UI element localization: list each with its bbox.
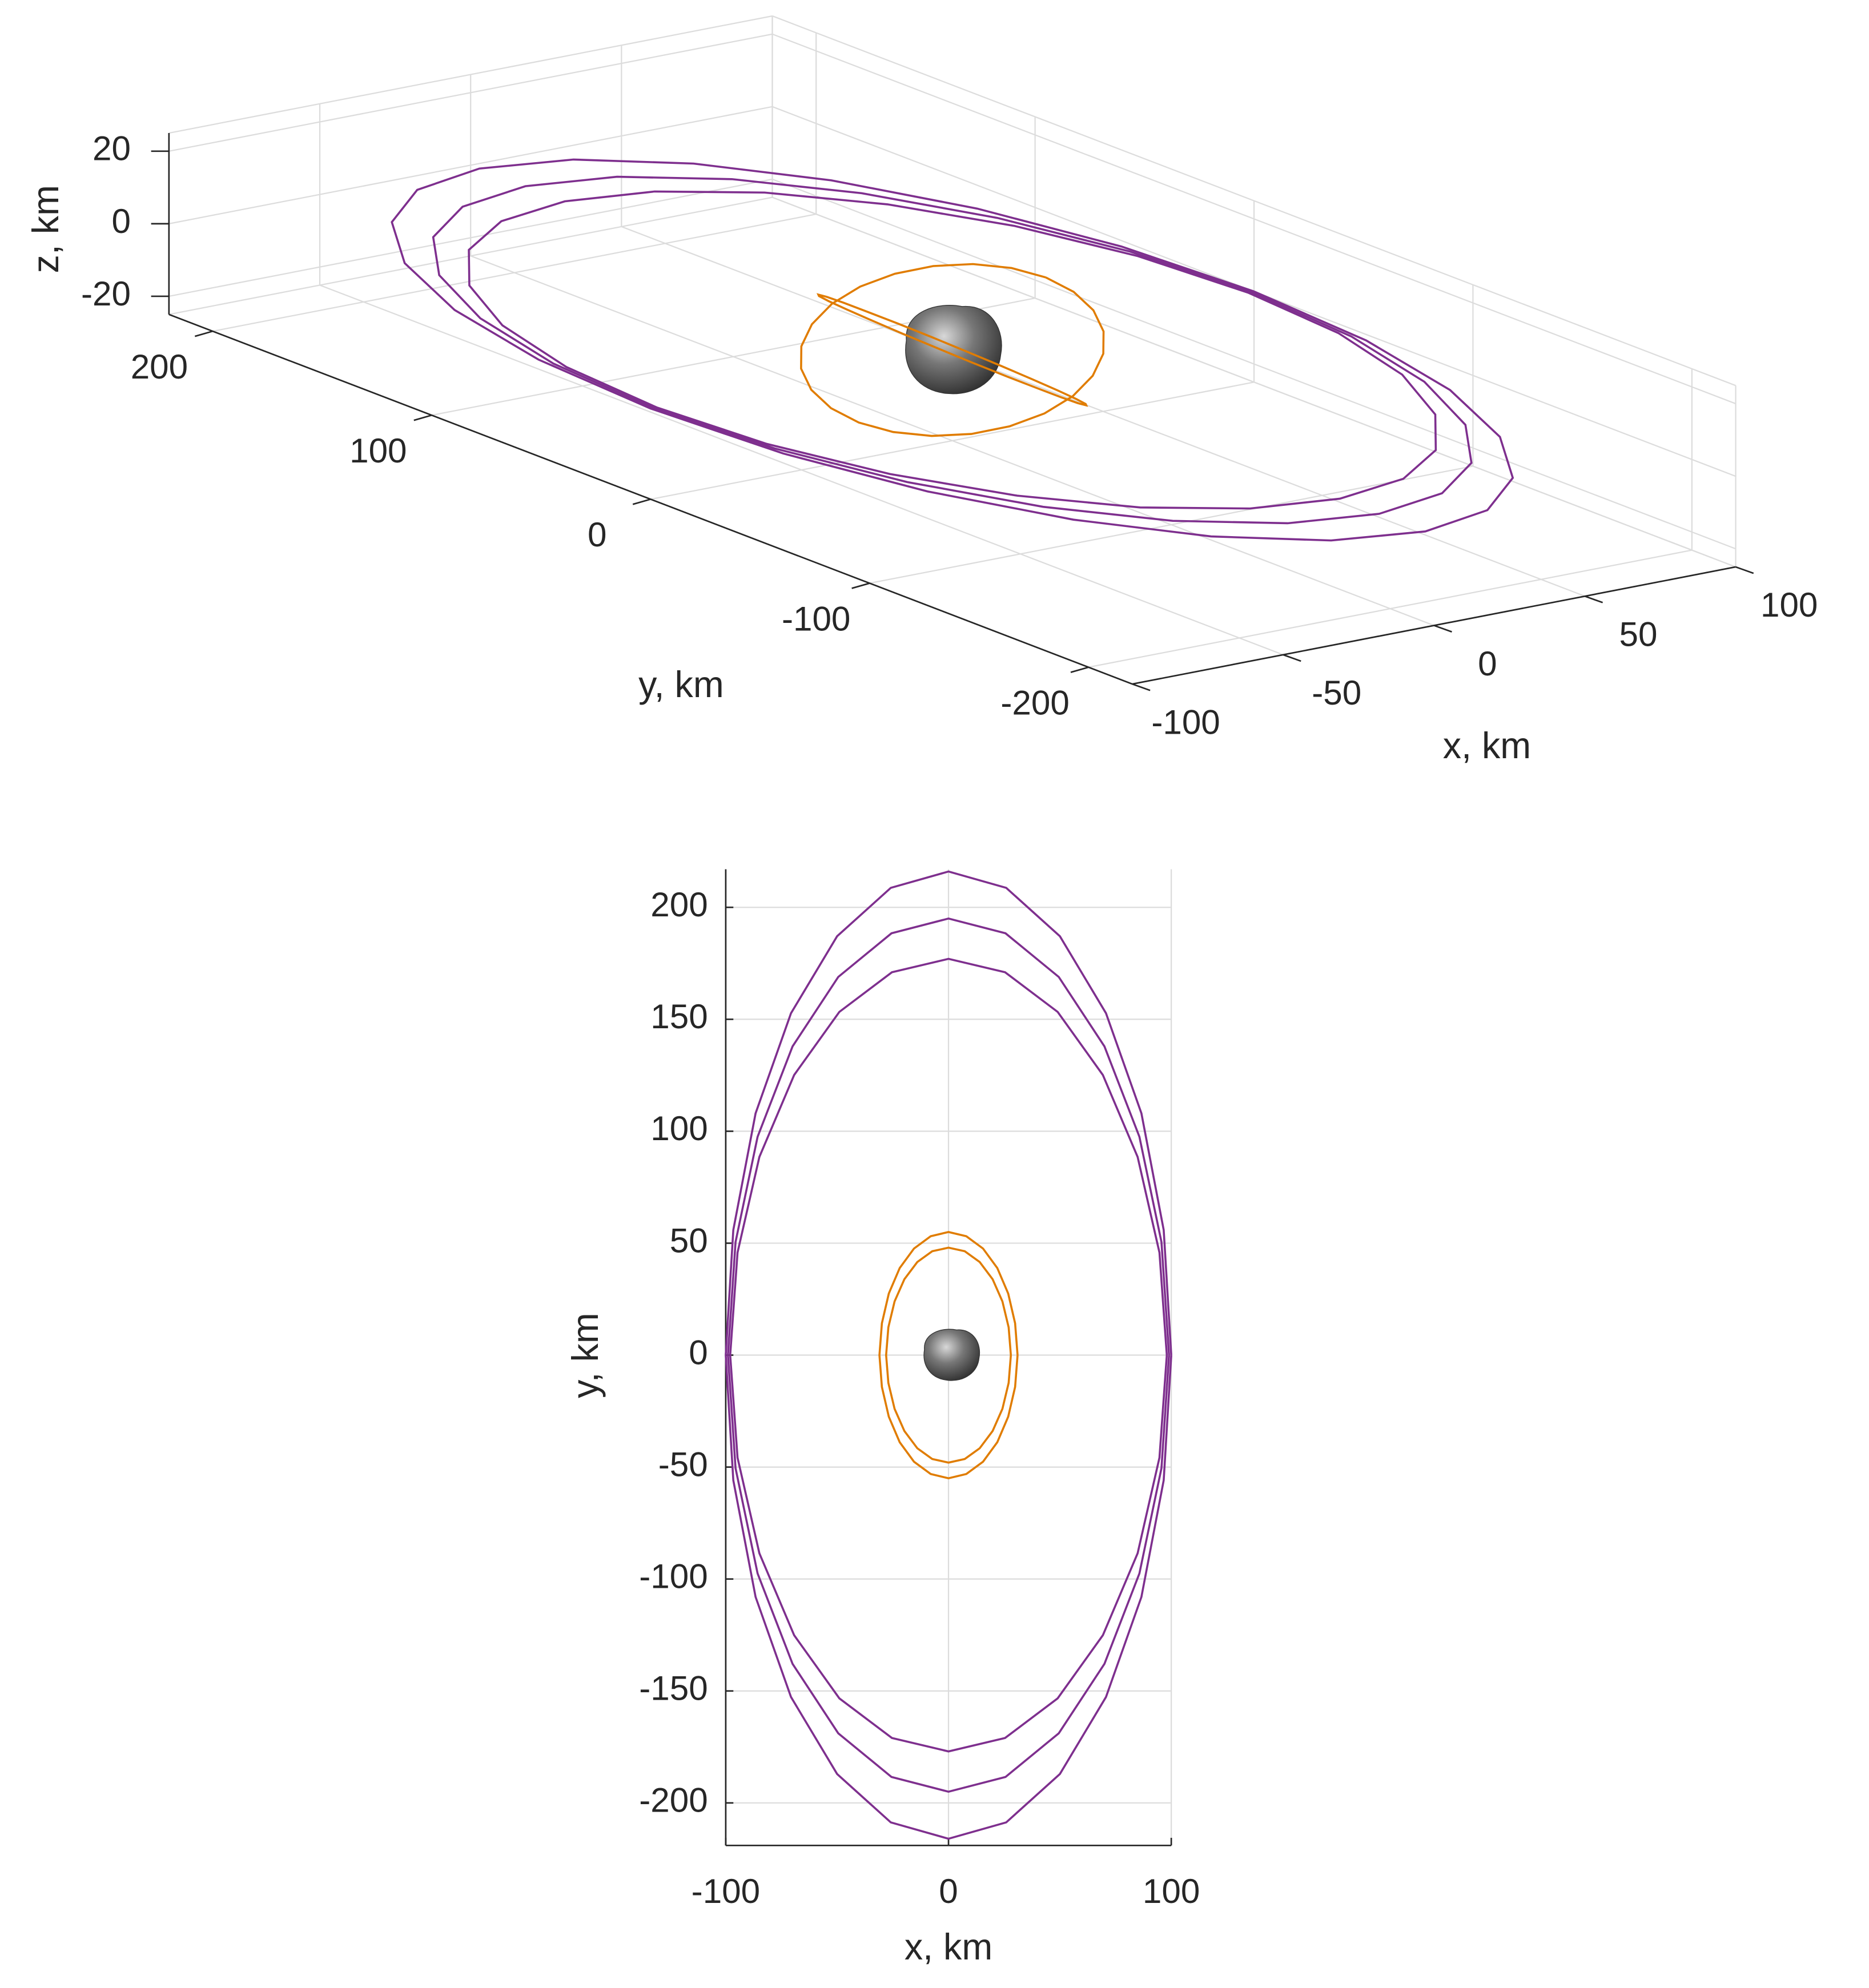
x-tick-label: -100 [1151,703,1220,741]
orbit [727,917,1171,1793]
x-axis-label: x, km [1443,725,1531,766]
x-tick [1433,625,1452,633]
grid-line [168,178,773,297]
y-axis-label: y, km [638,663,724,705]
asteroid [923,1329,980,1381]
orbit [725,870,1172,1840]
x-tick [1735,566,1754,574]
x-tick-label: 100 [1143,1872,1200,1910]
x-tick-label: -100 [692,1872,760,1910]
grid-line [869,465,1473,584]
y-tick [1070,666,1089,673]
grid-line [650,381,1255,500]
orbit [816,293,1088,407]
grid-line [168,33,773,152]
y-axis-label: y, km [564,1313,606,1398]
y-tick [851,582,870,589]
x-tick [1132,683,1151,691]
asteroid [905,305,1002,395]
orbit [468,190,1437,510]
grid-line [1088,549,1693,668]
y-tick [413,414,432,421]
x-tick-label: 100 [1761,586,1818,624]
y-tick-label: -200 [639,1781,708,1820]
z-tick-label: 20 [93,130,131,168]
grid-line [168,106,773,224]
grid-line [212,213,817,332]
y-tick-label: -150 [639,1669,708,1708]
y-tick-label: -100 [782,599,850,638]
x-tick [1584,595,1603,603]
orbit [800,263,1105,437]
y-tick-label: 100 [650,1109,708,1148]
x-tick-label: 0 [939,1872,958,1910]
y-tick-label: 150 [650,997,708,1036]
orbit [432,175,1473,525]
grid-line [772,178,1736,550]
y-tick-label: 50 [670,1221,708,1259]
orbit [885,1246,1012,1464]
y-tick-label: -100 [639,1558,708,1596]
y-tick-label: -200 [1000,683,1069,722]
x-tick-label: -50 [1312,674,1361,712]
y-tick-label: 0 [689,1333,708,1371]
y-tick [632,498,651,505]
grid-line [772,33,1736,405]
chart-2d: -100 0 100 -200 -150 -100 -50 0 50 100 150 200 [639,869,1200,1910]
x-tick-label: 50 [1619,615,1658,653]
orbit [878,1231,1019,1480]
z-tick-label: -20 [81,275,131,313]
x-axis-label: x, km [905,1926,992,1967]
y-tick [194,330,213,337]
orbit [729,957,1168,1753]
x-tick-label: 0 [1478,645,1497,683]
y-tick-label: 200 [650,886,708,924]
x-tick [1283,654,1301,662]
z-axis-label: z, km [25,185,66,273]
y-tick-label: 0 [588,516,606,554]
orbit [391,158,1514,542]
z-tick-label: 0 [112,202,131,240]
y-tick-label: 200 [131,348,188,386]
y-tick-label: -50 [658,1445,708,1483]
y-tick-label: 100 [349,432,407,470]
